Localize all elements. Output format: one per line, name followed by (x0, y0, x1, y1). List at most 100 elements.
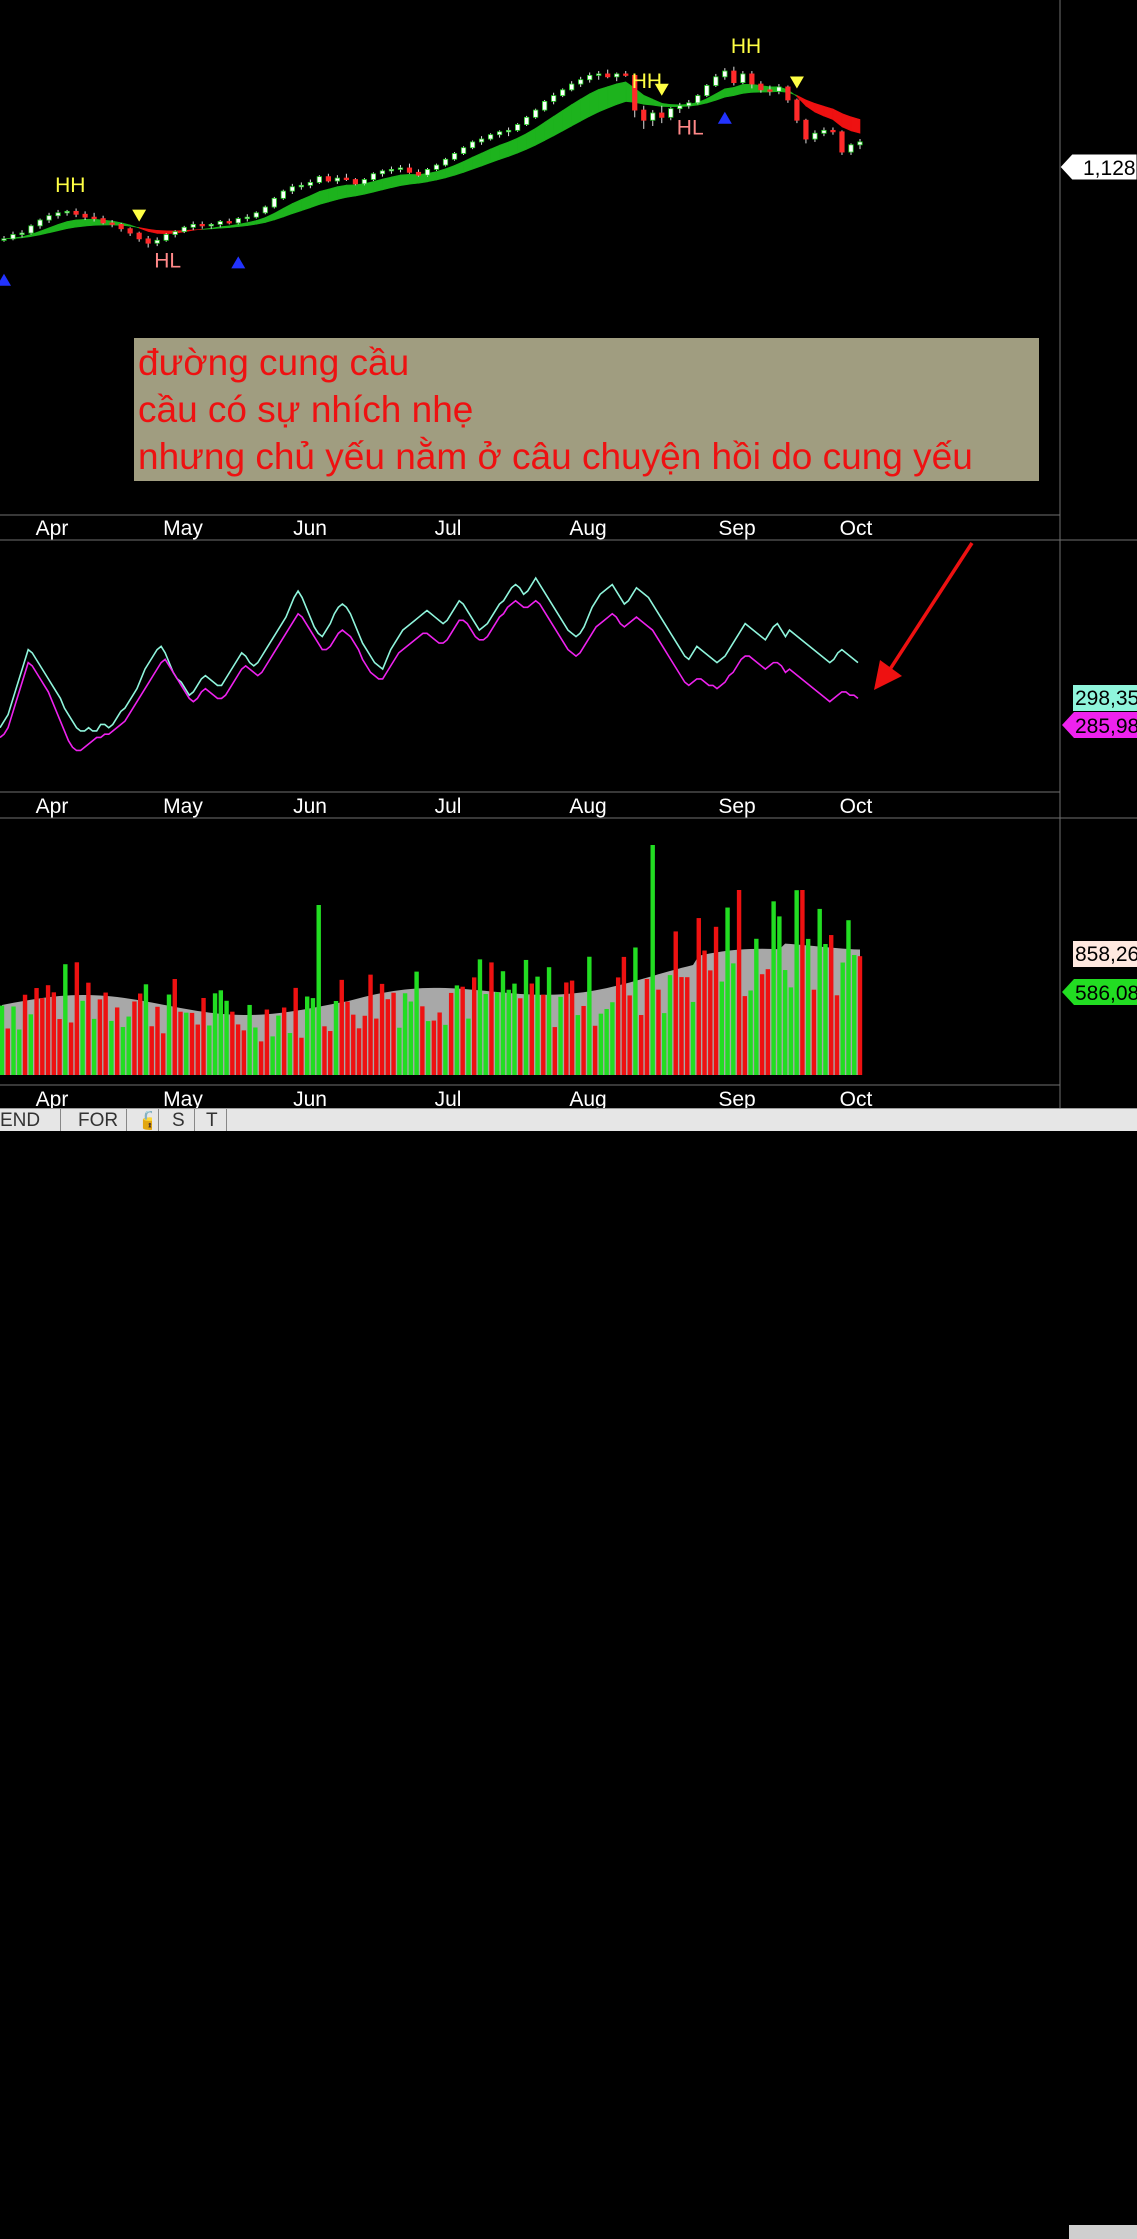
volume-bar-up (771, 901, 776, 1075)
volume-bar-down (281, 1007, 287, 1075)
volume-bar-down (51, 992, 57, 1075)
x-tick-label: Sep (718, 517, 755, 540)
candle-up (307, 182, 313, 186)
x-tick-label: Sep (718, 1088, 755, 1111)
volume-bar-up (610, 1002, 615, 1075)
ma-band-segment (598, 86, 609, 113)
volume-bar-down (189, 1012, 195, 1075)
candle-up (244, 216, 250, 220)
candle-up (505, 129, 512, 133)
candle-down (109, 222, 115, 225)
price-tag-bg (1059, 153, 1137, 181)
volume-bar-down (374, 1018, 379, 1075)
volume-bar-down (57, 1019, 62, 1075)
candle-up (172, 231, 178, 235)
candle-up (208, 223, 214, 227)
ma-band-segment (454, 161, 464, 176)
ma-band-segment (436, 168, 446, 181)
candle-up (686, 102, 692, 107)
ma-band-segment (382, 176, 392, 191)
volume-bar-down (529, 983, 534, 1075)
candle-up (253, 212, 259, 218)
ma-band-segment (850, 116, 861, 134)
volume-bar-up (840, 962, 845, 1075)
candle-down (830, 129, 836, 133)
volume-bar-up (316, 905, 321, 1075)
candle-up (433, 164, 440, 170)
ma-band-segment (544, 115, 554, 142)
volume-bar-up (662, 1013, 667, 1075)
volume-bar-down (368, 974, 373, 1075)
candle-up (37, 219, 43, 227)
candle-down (758, 83, 764, 91)
volume-bar-down (155, 1006, 160, 1075)
sheet-tab-for[interactable]: FOR (78, 1111, 119, 1131)
red-arrow-shaft (883, 542, 974, 678)
candle-up (334, 177, 340, 182)
candle-down (343, 177, 350, 180)
ma-band-segment (156, 230, 167, 234)
volume-bar-up (80, 1000, 85, 1075)
candle-up (271, 197, 277, 208)
volume-bar-up (587, 956, 592, 1075)
lock-icon[interactable]: 🔒 (138, 1111, 152, 1131)
volume-bar-down (45, 985, 51, 1075)
candle-down (325, 176, 331, 182)
candle-up (217, 221, 223, 225)
label-text: 298,35 (1075, 687, 1137, 710)
volume-bar-down (448, 992, 454, 1075)
candle-up (451, 153, 458, 160)
horizontal-scrollbar-thumb[interactable] (1069, 2225, 1137, 2239)
candle-up (262, 206, 268, 214)
ma-band-segment (283, 203, 293, 218)
volume-bar-up (794, 890, 799, 1075)
ma-band-segment (481, 148, 491, 167)
sheet-tab-end[interactable]: END (0, 1111, 41, 1131)
ma-band-segment (724, 87, 735, 98)
volume-bar-down (627, 995, 632, 1075)
label-text: 285,98 (1075, 715, 1137, 738)
ma-band-segment (616, 81, 627, 106)
candle-up (614, 73, 620, 78)
x-tick-label: Jul (435, 517, 462, 540)
candle-up (704, 85, 710, 97)
ma-band-segment (517, 132, 527, 154)
price-panel: HH HL HH HL HH 1,128 (0, 35, 1137, 286)
candle-up (578, 79, 584, 85)
volume-bar-down (339, 979, 344, 1075)
volume-bar-down (713, 926, 719, 1075)
volume-bar-up (184, 1012, 189, 1075)
volume-bar-up (247, 1004, 252, 1075)
volume-bar-down (5, 1028, 10, 1075)
annotation-box: đường cung cầu cầu có sự nhích nhẹ nhưng… (134, 338, 1039, 481)
volume-bar-up (425, 1021, 431, 1075)
ma-band-segment (400, 174, 410, 186)
volume-bar-down (518, 998, 523, 1075)
sheet-tab-s[interactable]: S (172, 1111, 185, 1131)
candle-up (190, 223, 196, 228)
volume-bar-up (823, 944, 828, 1075)
volume-bar-up (598, 1013, 604, 1075)
volume-bar-down (195, 1024, 200, 1075)
buy-signal-icon (717, 111, 732, 124)
ma-band-segment (48, 224, 59, 234)
sheet-tab-t[interactable]: T (206, 1111, 218, 1131)
volume-bar-up (719, 981, 724, 1075)
buy-signal-icon (231, 256, 246, 269)
candle-down (127, 228, 133, 234)
ma-band-segment (805, 99, 816, 113)
candle-up (560, 89, 566, 97)
ma-band-segment (328, 186, 338, 203)
x-tick-label: Jun (293, 517, 327, 540)
candle-up (388, 169, 395, 172)
candle-down (794, 99, 800, 121)
candle-up (668, 108, 674, 118)
volume-bar-down (138, 993, 143, 1075)
volume-bar-down (800, 890, 805, 1075)
candle-down (623, 73, 629, 76)
volume-bar-up (143, 984, 149, 1075)
volume-bar-down (834, 995, 840, 1075)
annotation-line-3: nhưng chủ yếu nằm ở câu chuyện hồi do cu… (138, 436, 973, 477)
volume-bar-down (385, 999, 391, 1075)
volume-bar-down (97, 999, 103, 1075)
